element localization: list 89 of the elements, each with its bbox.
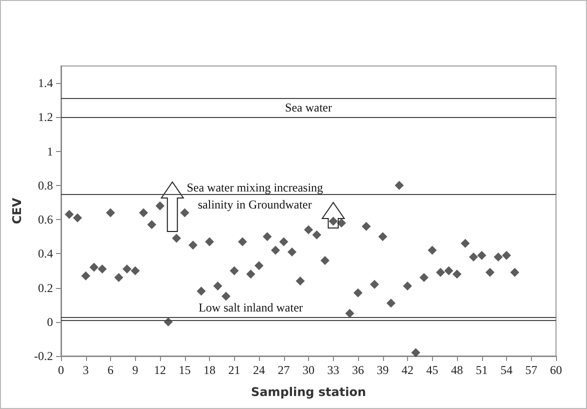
y-tick-label: 1.4 xyxy=(38,76,53,90)
point xyxy=(98,264,107,274)
point xyxy=(354,288,362,298)
x-tick-label: 6 xyxy=(108,363,114,377)
x-tick-label: 9 xyxy=(132,363,138,377)
point xyxy=(230,266,239,276)
y-tick-label: 0.4 xyxy=(38,246,53,261)
x-tick-label: 42 xyxy=(402,363,414,377)
x-axis-title: Sampling station xyxy=(251,385,366,399)
point xyxy=(205,237,214,246)
point xyxy=(420,273,428,282)
point xyxy=(403,282,412,291)
point xyxy=(156,201,164,210)
point xyxy=(386,298,396,308)
x-tick-label: 12 xyxy=(154,363,166,377)
point xyxy=(469,252,478,262)
x-tick-label: 0 xyxy=(58,363,64,377)
x-tick-label: 60 xyxy=(550,363,562,377)
point xyxy=(486,268,494,277)
y-tick-label: 0.2 xyxy=(38,280,53,295)
point xyxy=(122,264,132,274)
x-tick-label: 36 xyxy=(352,363,364,377)
x-tick-label: 30 xyxy=(302,363,314,377)
point xyxy=(147,220,156,230)
point xyxy=(172,234,181,243)
x-tick-label: 33 xyxy=(327,363,340,377)
ref-line-label: Sea water mixing increasing salinity in Groundwater xyxy=(186,180,324,212)
y-axis-title: CEV xyxy=(10,197,24,224)
y-tick-label: 0.8 xyxy=(38,178,53,192)
x-tick-label: 24 xyxy=(253,363,265,377)
y-tick-label: 1 xyxy=(47,144,53,158)
point xyxy=(139,208,148,218)
point xyxy=(378,232,388,242)
x-tick-label: 48 xyxy=(451,363,463,377)
x-tick-label: 15 xyxy=(178,363,191,377)
point xyxy=(114,273,124,282)
point xyxy=(411,348,420,358)
x-tick-label: 27 xyxy=(278,363,290,377)
point xyxy=(188,240,198,250)
point xyxy=(288,247,296,256)
ref-line-label: Low salt inland water xyxy=(198,300,303,314)
x-tick-label: 51 xyxy=(476,363,488,377)
point xyxy=(81,271,90,280)
point xyxy=(279,237,288,246)
point xyxy=(73,213,82,222)
y-tick-label: -0.2 xyxy=(34,349,53,363)
point xyxy=(444,266,454,276)
point xyxy=(254,261,264,270)
x-tick-label: 18 xyxy=(204,363,216,377)
point xyxy=(428,246,437,255)
point xyxy=(510,268,520,277)
ref-line-label: Sea water xyxy=(285,100,332,115)
point xyxy=(328,216,338,226)
point xyxy=(296,276,305,286)
point xyxy=(262,232,272,242)
point xyxy=(271,246,280,255)
point xyxy=(452,270,462,279)
x-tick-label: 57 xyxy=(525,363,538,377)
point xyxy=(238,237,247,246)
point xyxy=(362,222,371,231)
point xyxy=(130,266,140,276)
point xyxy=(494,252,503,262)
y-tick-label: 1.2 xyxy=(38,110,53,124)
point xyxy=(64,210,74,219)
point xyxy=(196,286,206,296)
point xyxy=(337,218,346,228)
point xyxy=(312,230,322,240)
point xyxy=(394,180,404,190)
x-tick-label: 45 xyxy=(426,363,438,377)
point xyxy=(320,256,330,265)
point xyxy=(370,280,379,289)
y-tick-label: 0 xyxy=(47,314,53,329)
x-tick-label: 54 xyxy=(500,363,512,377)
x-tick-label: 21 xyxy=(228,363,240,377)
point xyxy=(477,250,486,260)
point xyxy=(345,308,354,318)
point xyxy=(502,250,511,260)
point xyxy=(106,208,115,218)
point xyxy=(460,238,470,248)
point xyxy=(213,282,222,291)
point xyxy=(304,225,313,234)
point xyxy=(90,262,98,272)
point xyxy=(246,270,256,279)
y-tick-label: 0.6 xyxy=(38,212,53,227)
point xyxy=(180,208,190,218)
x-tick-label: 3 xyxy=(82,363,89,377)
x-tick-label: 39 xyxy=(376,363,389,377)
point xyxy=(222,292,230,301)
point xyxy=(436,268,445,277)
